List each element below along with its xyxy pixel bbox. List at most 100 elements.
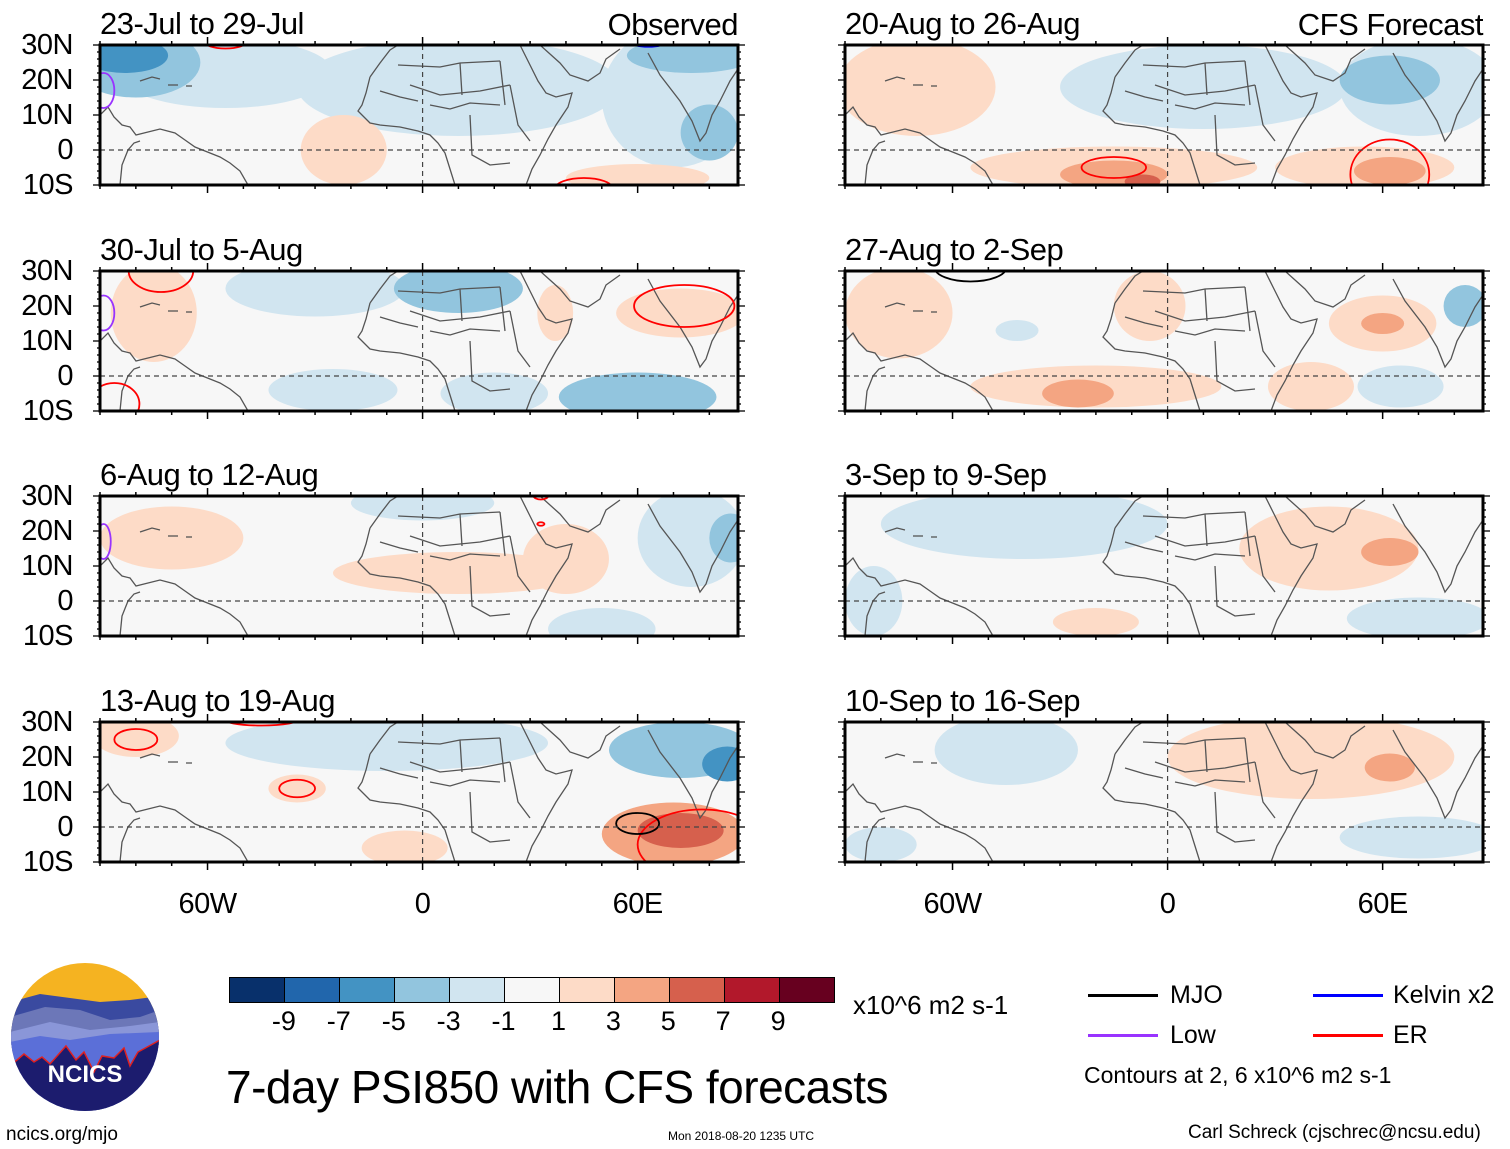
coastline [1142,737,1246,745]
contour-er [205,45,246,50]
coastline [139,527,161,533]
contour-mjo [934,271,1007,283]
coastline [397,286,501,294]
negative-anomaly [558,372,717,411]
negative-anomaly [995,320,1039,341]
ncics-logo-graphic: NCICS [11,963,159,1111]
coastline [1204,513,1208,547]
colorbar-tick-label: 9 [770,1006,786,1036]
positive-anomaly [100,506,244,570]
contour-kelvin-x2 [632,45,665,48]
map-svg [93,488,745,644]
colorbar-tick-label: 7 [715,1006,731,1036]
y-tick-label: 20N [21,741,73,773]
legend-label-low: Low [1170,1021,1216,1049]
y-tick-label: 0 [57,585,73,617]
contour-er [127,271,195,293]
y-tick-label: 30N [21,706,73,738]
colorbar-tick-label: 1 [550,1006,566,1036]
coastline [1154,761,1256,773]
coastline [884,302,906,308]
colorbar-swatch [285,978,340,1002]
negative-anomaly [709,513,738,563]
map-plot [838,714,1490,870]
negative-anomaly [1060,45,1347,129]
coastline [1114,45,1144,78]
y-tick-label: 10N [21,550,73,582]
coastline [1254,761,1276,819]
negative-anomaly [1339,55,1440,105]
coastline [1392,729,1483,820]
coastline [397,737,501,745]
coastline [539,722,621,759]
x-tick-label: 60E [612,888,664,920]
coastline [845,331,994,411]
coastline [647,278,738,369]
coastline [369,271,399,304]
contour-er [636,808,738,862]
negative-anomaly [268,369,398,411]
contour-low [100,294,116,332]
legend-line-mjo [1088,994,1158,997]
y-tick-label: 10S [22,846,74,878]
colorbar-swatch [725,978,780,1002]
coastline [1254,535,1276,593]
y-tick-label: 30N [21,255,73,287]
positive-anomaly [1267,362,1354,411]
positive-anomaly [845,45,996,136]
contour-er [1349,138,1431,185]
y-tick-label: 30N [21,29,73,61]
negative-anomaly [1443,285,1483,327]
coastline [469,340,511,392]
coastline [647,52,738,143]
colorbar-swatch [230,978,285,1002]
coastline [459,513,463,547]
panel-title: 23-Jul to 29-Jul [100,6,304,41]
coastline [1284,722,1366,759]
map-svg [93,714,745,870]
coastline [100,556,249,636]
negative-anomaly [225,722,548,771]
legend-line-kelvin [1313,994,1383,997]
contour-er [536,521,546,527]
colorbar-swatch [395,978,450,1002]
coastline [1264,45,1318,185]
coastline [429,779,501,787]
coastline [357,527,456,636]
coastline [1244,60,1251,106]
coastline [845,556,994,636]
coastline [1392,503,1483,594]
coastline [1154,310,1256,322]
coastline [499,60,506,106]
colorbar-tick-label: 3 [605,1006,621,1036]
panel-title: 30-Jul to 5-Aug [100,232,303,267]
coastline [1114,271,1144,304]
positive-anomaly [110,271,197,362]
coastline [397,60,501,68]
coastline [1142,60,1246,68]
coastline [139,753,161,759]
site-link[interactable]: ncics.org/mjo [6,1124,118,1145]
x-tick-label: 0 [1159,888,1176,920]
map-plot [93,714,745,870]
positive-anomaly [332,552,584,594]
panel-title: 3-Sep to 9-Sep [845,457,1047,492]
y-tick-label: 20N [21,290,73,322]
coastline [139,302,161,308]
map-plot [93,488,745,644]
y-tick-label: 20N [21,64,73,96]
positive-anomaly [100,722,179,757]
colorbar-swatch [615,978,670,1002]
map-plot [838,263,1490,419]
contour-er [100,382,141,411]
coastline [1244,737,1251,783]
logo-text: NCICS [48,1061,123,1088]
legend-line-low [1088,1034,1158,1037]
negative-anomaly [440,372,549,411]
legend-line-er [1313,1034,1383,1037]
negative-anomaly [100,45,169,73]
negative-anomaly [297,45,620,136]
coastline [519,496,573,636]
coastline [1214,791,1256,843]
coastline [1142,286,1246,294]
